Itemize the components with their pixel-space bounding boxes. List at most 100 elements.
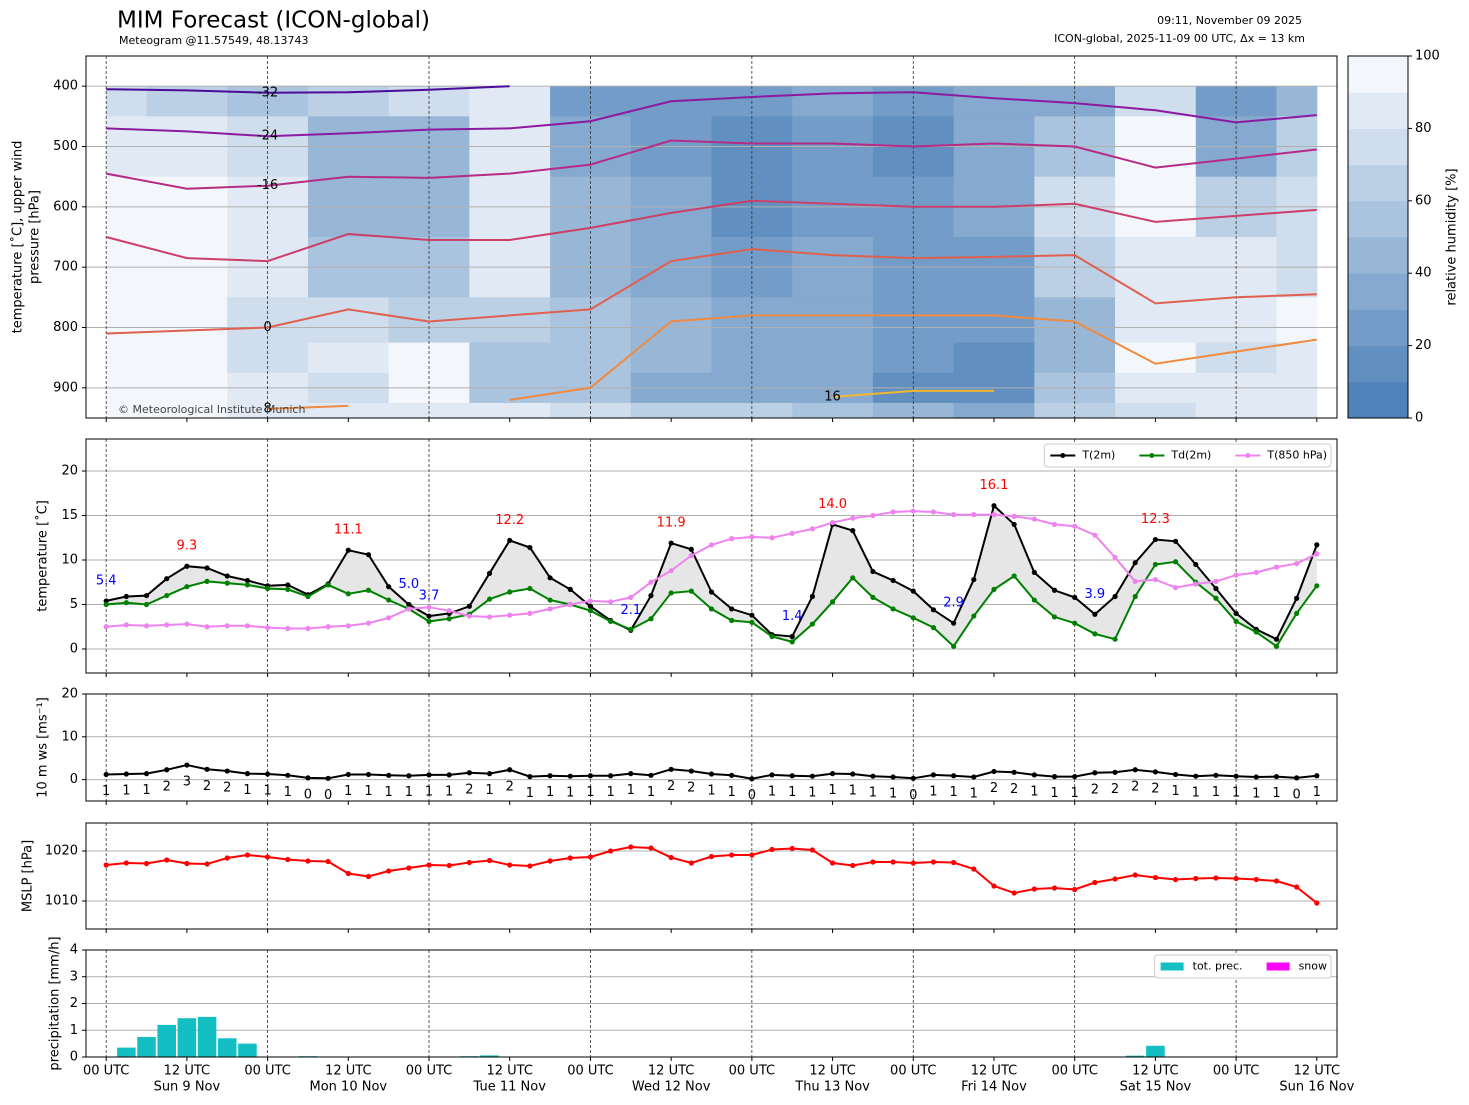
series-point (1051, 885, 1058, 891)
series-point (123, 771, 129, 777)
value-label: 1 (1030, 784, 1038, 799)
humidity-cell (953, 297, 1035, 344)
y-tick-label: 1 (70, 1023, 78, 1038)
series-point (164, 622, 170, 628)
x-tick-label: 12 UTC (971, 1064, 1017, 1079)
series-point (1092, 532, 1098, 538)
extreme-label: 9.3 (177, 539, 198, 554)
series-point (1072, 594, 1078, 600)
humidity-cell (1115, 86, 1197, 117)
value-label: 1 (263, 784, 271, 799)
x-tick-label: 00 UTC (83, 1064, 129, 1079)
series-point (264, 585, 271, 592)
series-point (648, 592, 654, 599)
series-point (1294, 775, 1300, 781)
series-point (527, 863, 533, 869)
run-time: 09:11, November 09 2025 (1157, 14, 1302, 27)
humidity-cell (106, 402, 148, 419)
series-point (587, 773, 594, 779)
value-label: 1 (485, 783, 493, 798)
series-point (930, 772, 937, 778)
series-point (1092, 611, 1098, 617)
extreme-label: 12.2 (495, 513, 524, 528)
series-point (769, 535, 775, 541)
series-point (507, 537, 513, 544)
colorbar-band (1348, 381, 1408, 419)
series-point (426, 618, 432, 624)
series-point (1011, 521, 1017, 528)
series-point (164, 857, 170, 863)
series-point (668, 590, 674, 596)
extreme-label: 2.1 (620, 603, 641, 618)
series-point (789, 633, 795, 640)
value-label: 1 (586, 785, 594, 800)
humidity-cell (792, 402, 874, 419)
series-point (789, 773, 795, 779)
series-point (143, 592, 150, 599)
series-point (749, 852, 755, 858)
series-point (749, 612, 755, 618)
day-label: Wed 12 Nov (632, 1080, 711, 1095)
colorbar-frame (1347, 55, 1409, 419)
series-point (668, 540, 674, 546)
series-point (224, 855, 230, 861)
value-label: 2 (1131, 779, 1139, 794)
copyright: © Meteorological Institute Munich (118, 403, 305, 416)
day-label: Sun 9 Nov (154, 1080, 221, 1095)
series-point (951, 643, 957, 649)
series-point (1213, 875, 1219, 881)
value-label: 1 (142, 783, 150, 798)
humidity-cell (469, 86, 551, 117)
series-point (688, 860, 694, 866)
x-tick-label: 00 UTC (890, 1064, 936, 1079)
series-point (608, 848, 614, 854)
series-point (628, 594, 634, 600)
series-point (1253, 774, 1259, 780)
subtitle: Meteogram @11.57549, 48.13743 (119, 34, 309, 47)
value-label: 1 (1071, 786, 1079, 801)
series-point (1132, 872, 1138, 878)
extreme-label: 5.4 (96, 573, 117, 588)
series-point (305, 858, 311, 864)
series-point (1273, 774, 1280, 780)
series-point (527, 544, 533, 551)
series-point (1112, 636, 1118, 642)
series-point (1294, 595, 1300, 601)
colorbar-band (1348, 92, 1408, 129)
series-point (1172, 876, 1179, 883)
value-label: 1 (1232, 786, 1240, 801)
series-point (1112, 876, 1118, 882)
series-point (1294, 884, 1300, 890)
series-point (1092, 879, 1098, 886)
humidity-cell (146, 342, 228, 374)
series-point (103, 601, 109, 608)
extreme-label: 3.9 (1085, 587, 1106, 602)
value-label: 1 (1192, 786, 1200, 801)
humidity-cell (1034, 402, 1116, 419)
value-label: 2 (465, 782, 473, 797)
series-point (1051, 774, 1058, 780)
legend-label: Td(2m) (1170, 449, 1211, 462)
extreme-label: 16.1 (980, 478, 1009, 493)
series-point (1132, 560, 1138, 566)
series-point (204, 624, 210, 630)
value-label: 2 (667, 779, 675, 794)
humidity-cell (1276, 86, 1318, 117)
series-point (587, 854, 594, 860)
x-tick-label: 12 UTC (164, 1064, 210, 1079)
humidity-cell (872, 297, 955, 344)
series-point (1314, 900, 1320, 906)
humidity-cell (106, 86, 148, 117)
series-point (507, 862, 513, 868)
series-point (1152, 536, 1159, 543)
legend-swatch (1160, 962, 1184, 971)
humidity-cell (388, 402, 470, 419)
legend-label: T(850 hPa) (1266, 449, 1327, 462)
isotherm-label: -32 (257, 85, 278, 100)
series-point (1092, 770, 1098, 776)
isotherm-label: -24 (257, 129, 278, 144)
series-point (1253, 629, 1259, 635)
value-label: 1 (949, 785, 957, 800)
series-point (1011, 513, 1017, 520)
series-point (850, 528, 856, 534)
